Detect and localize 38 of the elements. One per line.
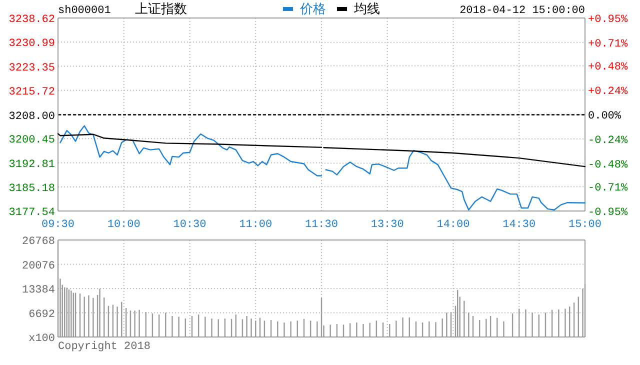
chart-subtitle: sh000001 [58, 5, 112, 17]
y2-tick-label: -0.95% [588, 207, 628, 219]
y2-tick-label: 0.00% [588, 110, 622, 122]
y2-tick-label: +0.71% [588, 38, 628, 50]
y-tick-label: 3230.99 [8, 38, 55, 50]
y-tick-label: 3185.18 [8, 182, 55, 195]
x-tick-label: 10:00 [107, 219, 140, 231]
y-tick-label: 6692 [28, 308, 55, 321]
y2-tick-label: +0.95% [588, 14, 628, 26]
text: Copyright 2018 [58, 341, 150, 353]
x-tick-label: 14:00 [436, 219, 470, 231]
y-tick-label: 3223.35 [8, 62, 55, 74]
x-tick-label: 09:30 [41, 219, 75, 231]
y2-tick-label: -0.48% [588, 159, 628, 172]
y-tick-label: x100 [28, 333, 55, 345]
y2-tick-label: -0.24% [588, 134, 628, 147]
legend-label: 均线 [353, 2, 380, 17]
chart-title: 上证指数 [135, 2, 187, 17]
x-tick-label: 11:30 [304, 219, 338, 231]
x-tick-label: 11:00 [239, 219, 272, 231]
x-tick-label: 10:30 [173, 219, 206, 231]
y-tick-label: 3238.62 [8, 14, 55, 26]
y-tick-label: 26768 [22, 236, 55, 248]
y2-tick-label: +0.24% [588, 86, 628, 98]
x-tick-label: 13:30 [370, 219, 404, 231]
legend-label: 价格 [299, 2, 326, 17]
y-tick-label: 3215.72 [8, 86, 55, 98]
y-tick-label: 3200.45 [8, 134, 55, 147]
y-tick-label: 3192.81 [8, 158, 56, 171]
y-tick-label: 3177.54 [8, 207, 56, 219]
y-tick-label: 20076 [22, 260, 55, 272]
x-tick-label: 15:00 [568, 219, 602, 231]
y2-tick-label: +0.48% [588, 62, 628, 74]
y2-tick-label: -0.71% [588, 182, 628, 195]
x-tick-label: 14:30 [502, 219, 536, 231]
y-tick-label: 13384 [22, 284, 56, 296]
text: 2018-04-12 15:00:00 [460, 5, 585, 17]
y-tick-label: 3208.00 [8, 110, 55, 123]
